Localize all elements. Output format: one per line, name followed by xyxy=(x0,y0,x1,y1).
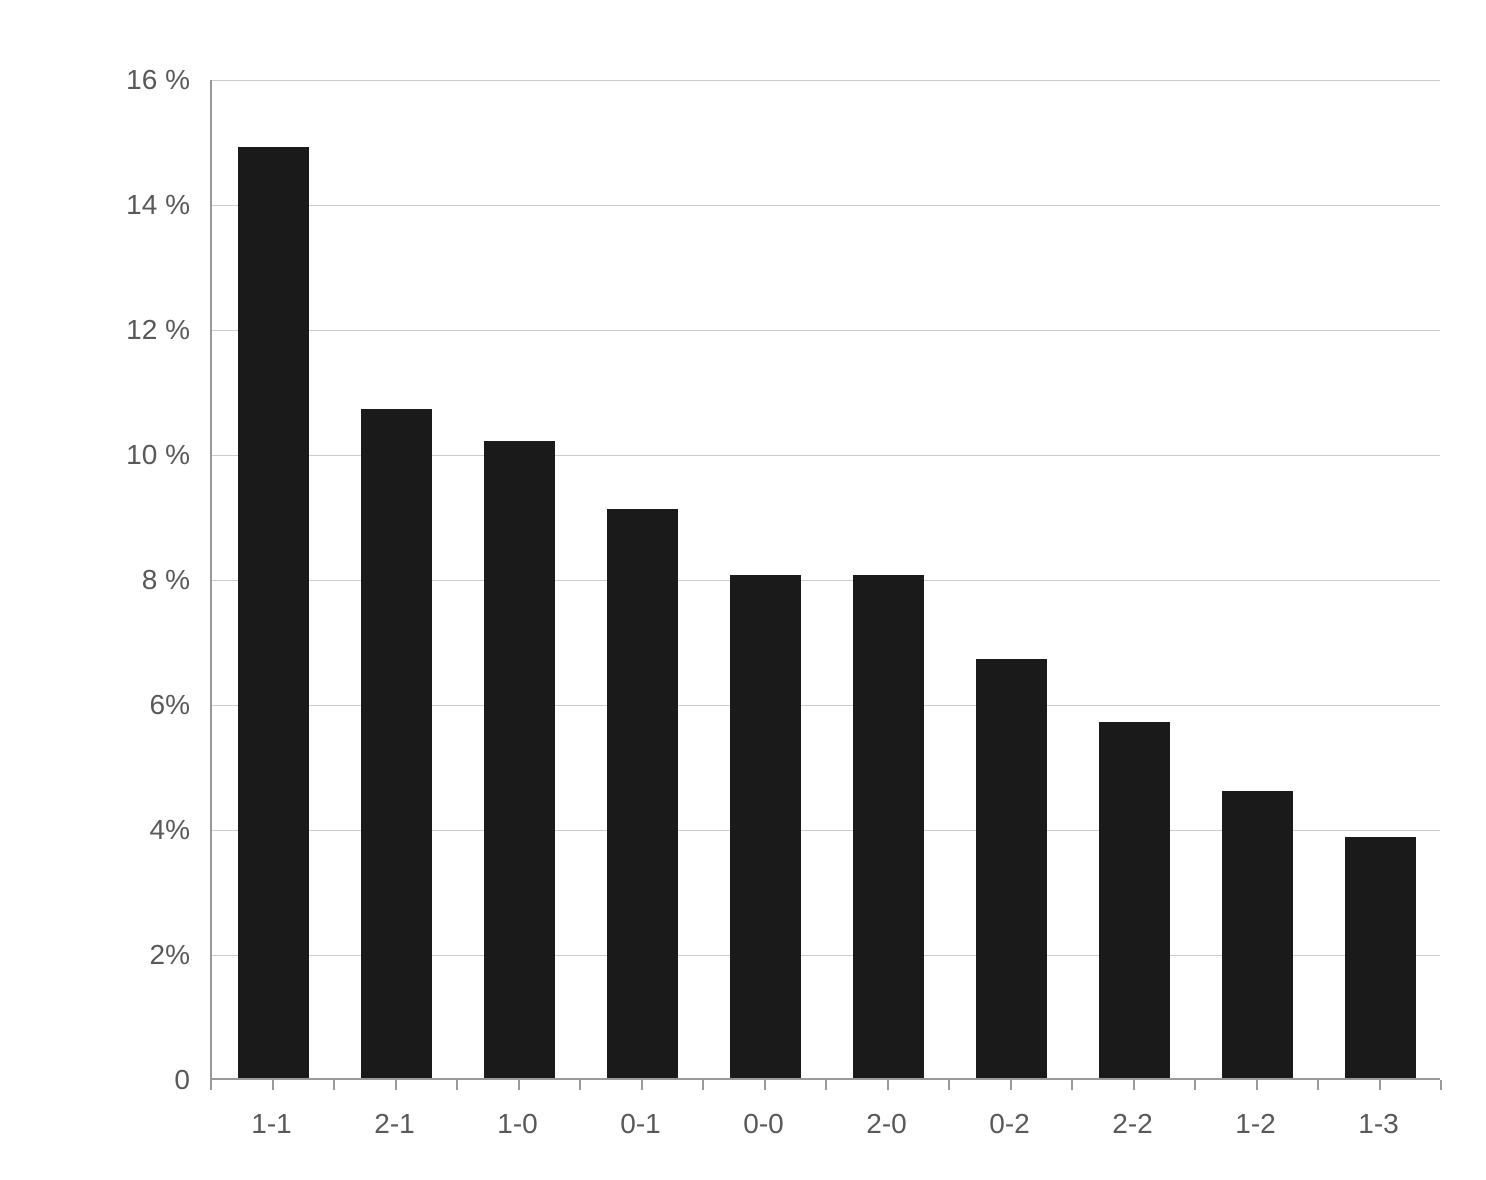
y-tick-label: 14 % xyxy=(40,189,190,221)
x-tick-mark xyxy=(518,1080,520,1090)
x-boundary-tick xyxy=(210,1080,212,1090)
x-tick-mark xyxy=(272,1080,274,1090)
x-tick-mark xyxy=(1133,1080,1135,1090)
x-boundary-tick xyxy=(948,1080,950,1090)
x-tick-label: 1-1 xyxy=(251,1108,291,1140)
x-boundary-tick xyxy=(1317,1080,1319,1090)
bar xyxy=(1222,791,1293,1079)
plot-area xyxy=(210,80,1440,1080)
x-boundary-tick xyxy=(702,1080,704,1090)
gridline xyxy=(212,330,1440,331)
x-boundary-tick xyxy=(333,1080,335,1090)
bar xyxy=(607,509,678,1078)
y-tick-label: 12 % xyxy=(40,314,190,346)
x-tick-mark xyxy=(887,1080,889,1090)
bar xyxy=(484,441,555,1079)
x-tick-label: 2-1 xyxy=(374,1108,414,1140)
x-boundary-tick xyxy=(825,1080,827,1090)
bar xyxy=(1099,722,1170,1078)
x-tick-mark xyxy=(1379,1080,1381,1090)
gridline xyxy=(212,80,1440,81)
x-tick-mark xyxy=(764,1080,766,1090)
x-tick-label: 1-3 xyxy=(1358,1108,1398,1140)
y-tick-label: 8 % xyxy=(40,564,190,596)
x-tick-label: 0-2 xyxy=(989,1108,1029,1140)
x-boundary-tick xyxy=(579,1080,581,1090)
x-tick-label: 2-2 xyxy=(1112,1108,1152,1140)
gridline xyxy=(212,205,1440,206)
bar xyxy=(238,147,309,1078)
y-tick-label: 0 xyxy=(40,1064,190,1096)
x-tick-label: 1-2 xyxy=(1235,1108,1275,1140)
bar-chart: 0 2% 4% 6% 8 % 10 % 12 % 14 % 16 % 1-1 2-1 1-0 0-1 0-… xyxy=(0,0,1486,1180)
x-tick-mark xyxy=(395,1080,397,1090)
y-tick-label: 6% xyxy=(40,689,190,721)
x-tick-label: 2-0 xyxy=(866,1108,906,1140)
x-boundary-tick xyxy=(456,1080,458,1090)
y-tick-label: 4% xyxy=(40,814,190,846)
bar xyxy=(976,659,1047,1078)
x-tick-mark xyxy=(1256,1080,1258,1090)
y-tick-label: 16 % xyxy=(40,64,190,96)
x-boundary-tick xyxy=(1440,1080,1442,1090)
x-tick-label: 1-0 xyxy=(497,1108,537,1140)
y-tick-label: 2% xyxy=(40,939,190,971)
x-tick-mark xyxy=(1010,1080,1012,1090)
x-tick-label: 0-1 xyxy=(620,1108,660,1140)
y-tick-label: 10 % xyxy=(40,439,190,471)
x-tick-mark xyxy=(641,1080,643,1090)
bar xyxy=(853,575,924,1078)
x-boundary-tick xyxy=(1194,1080,1196,1090)
x-tick-label: 0-0 xyxy=(743,1108,783,1140)
x-boundary-tick xyxy=(1071,1080,1073,1090)
bar xyxy=(730,575,801,1078)
bar xyxy=(361,409,432,1078)
bar xyxy=(1345,837,1416,1078)
